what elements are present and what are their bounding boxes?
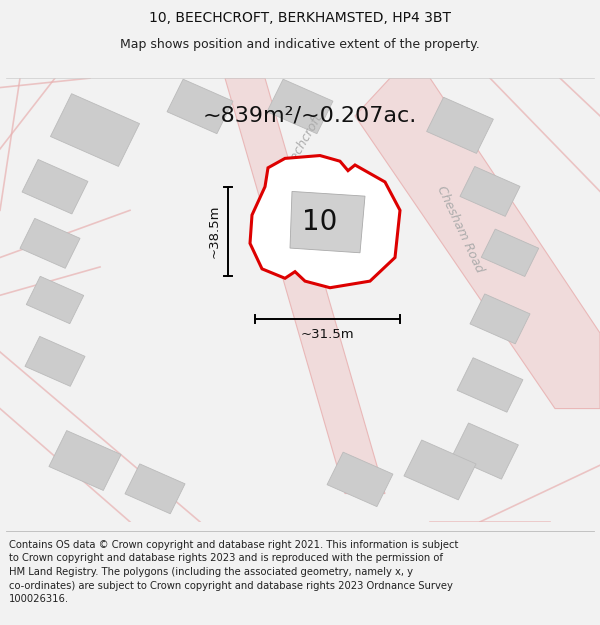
Polygon shape xyxy=(290,191,365,253)
Text: 10, BEECHCROFT, BERKHAMSTED, HP4 3BT: 10, BEECHCROFT, BERKHAMSTED, HP4 3BT xyxy=(149,11,451,25)
Polygon shape xyxy=(452,423,518,479)
Polygon shape xyxy=(125,464,185,514)
Polygon shape xyxy=(20,218,80,268)
Polygon shape xyxy=(50,94,140,166)
Text: 10: 10 xyxy=(302,208,338,236)
Polygon shape xyxy=(225,78,385,494)
Text: Beechcroft: Beechcroft xyxy=(280,112,326,177)
Polygon shape xyxy=(355,78,600,409)
Polygon shape xyxy=(167,79,233,134)
Polygon shape xyxy=(26,276,84,324)
Polygon shape xyxy=(457,357,523,412)
Text: Contains OS data © Crown copyright and database right 2021. This information is : Contains OS data © Crown copyright and d… xyxy=(9,540,458,604)
Polygon shape xyxy=(404,440,476,500)
Text: ~839m²/~0.207ac.: ~839m²/~0.207ac. xyxy=(203,106,417,126)
Text: ~31.5m: ~31.5m xyxy=(301,328,355,341)
Polygon shape xyxy=(267,79,333,134)
Polygon shape xyxy=(470,294,530,344)
Polygon shape xyxy=(22,159,88,214)
Text: Chesham Road: Chesham Road xyxy=(434,184,486,274)
Polygon shape xyxy=(327,452,393,507)
Polygon shape xyxy=(481,229,539,276)
Polygon shape xyxy=(460,166,520,216)
Polygon shape xyxy=(49,431,121,491)
Polygon shape xyxy=(25,336,85,386)
Polygon shape xyxy=(250,156,400,288)
Text: Map shows position and indicative extent of the property.: Map shows position and indicative extent… xyxy=(120,38,480,51)
Polygon shape xyxy=(427,98,493,153)
Text: ~38.5m: ~38.5m xyxy=(208,205,221,258)
